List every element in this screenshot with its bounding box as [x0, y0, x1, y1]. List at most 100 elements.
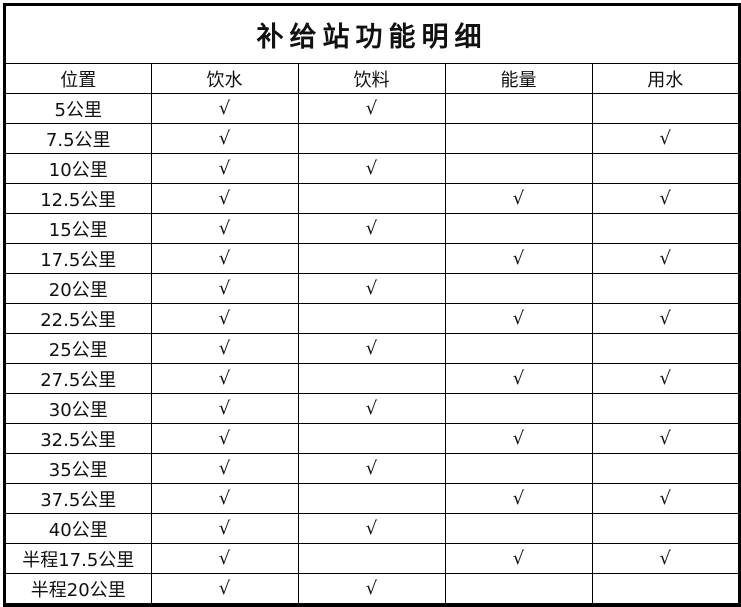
table-row: 15公里 √ √: [6, 213, 739, 244]
cell-beverage: [297, 243, 446, 274]
header-row: 位置 饮水 饮料 能量 用水: [6, 63, 739, 94]
cell-location: 35公里: [6, 453, 152, 484]
cell-drinking-water: √: [150, 513, 299, 544]
table-row: 12.5公里 √ √ √: [6, 183, 739, 214]
table-row: 32.5公里 √ √ √: [6, 423, 739, 454]
cell-location: 37.5公里: [6, 483, 152, 514]
cell-location: 12.5公里: [6, 183, 152, 214]
table-row: 22.5公里 √ √ √: [6, 303, 739, 334]
cell-water-use: [591, 393, 739, 424]
cell-drinking-water: √: [150, 153, 299, 184]
table-title: 补给站功能明细: [6, 6, 739, 64]
cell-water-use: [591, 153, 739, 184]
cell-water-use: √: [591, 123, 739, 154]
cell-location: 5公里: [6, 93, 152, 124]
cell-drinking-water: √: [150, 423, 299, 454]
cell-energy: [444, 273, 593, 304]
header-location: 位置: [6, 63, 152, 94]
cell-water-use: √: [591, 183, 739, 214]
cell-energy: √: [444, 423, 593, 454]
table-row: 40公里 √ √: [6, 513, 739, 544]
cell-location: 半程20公里: [6, 573, 152, 604]
cell-drinking-water: √: [150, 453, 299, 484]
table-row: 半程20公里 √ √: [6, 573, 739, 604]
title-row: 补给站功能明细: [6, 6, 739, 64]
cell-beverage: √: [297, 453, 446, 484]
cell-energy: √: [444, 483, 593, 514]
cell-energy: [444, 153, 593, 184]
table-row: 半程17.5公里 √ √ √: [6, 543, 739, 574]
cell-beverage: [297, 363, 446, 394]
cell-water-use: [591, 453, 739, 484]
cell-beverage: √: [297, 273, 446, 304]
cell-drinking-water: √: [150, 183, 299, 214]
cell-drinking-water: √: [150, 213, 299, 244]
cell-energy: √: [444, 243, 593, 274]
cell-water-use: √: [591, 243, 739, 274]
header-water-use: 用水: [591, 63, 739, 94]
cell-beverage: √: [297, 513, 446, 544]
header-drinking-water: 饮水: [150, 63, 299, 94]
cell-location: 40公里: [6, 513, 152, 544]
supply-station-table-frame: 补给站功能明细 位置 饮水 饮料 能量 用水 5公里 √ √ 7.5公里 √ √ 10公里 √…: [3, 3, 741, 607]
cell-water-use: √: [591, 483, 739, 514]
cell-location: 20公里: [6, 273, 152, 304]
table-row: 30公里 √ √: [6, 393, 739, 424]
cell-location: 27.5公里: [6, 363, 152, 394]
cell-drinking-water: √: [150, 393, 299, 424]
cell-location: 10公里: [6, 153, 152, 184]
cell-energy: [444, 93, 593, 124]
cell-location: 32.5公里: [6, 423, 152, 454]
cell-energy: [444, 393, 593, 424]
cell-location: 17.5公里: [6, 243, 152, 274]
cell-drinking-water: √: [150, 363, 299, 394]
table-row: 10公里 √ √: [6, 153, 739, 184]
table-row: 7.5公里 √ √: [6, 123, 739, 154]
cell-location: 15公里: [6, 213, 152, 244]
cell-location: 22.5公里: [6, 303, 152, 334]
cell-beverage: √: [297, 153, 446, 184]
cell-water-use: [591, 213, 739, 244]
cell-drinking-water: √: [150, 303, 299, 334]
cell-water-use: √: [591, 423, 739, 454]
cell-drinking-water: √: [150, 483, 299, 514]
cell-drinking-water: √: [150, 93, 299, 124]
cell-beverage: √: [297, 393, 446, 424]
cell-location: 30公里: [6, 393, 152, 424]
supply-station-table: 补给站功能明细 位置 饮水 饮料 能量 用水 5公里 √ √ 7.5公里 √ √ 10公里 √…: [6, 6, 739, 604]
table-row: 5公里 √ √: [6, 93, 739, 124]
cell-beverage: [297, 123, 446, 154]
cell-beverage: √: [297, 333, 446, 364]
cell-water-use: [591, 93, 739, 124]
cell-location: 半程17.5公里: [6, 543, 152, 574]
cell-energy: [444, 573, 593, 604]
cell-beverage: √: [297, 93, 446, 124]
cell-drinking-water: √: [150, 273, 299, 304]
cell-energy: √: [444, 363, 593, 394]
cell-beverage: √: [297, 573, 446, 604]
cell-energy: [444, 333, 593, 364]
cell-beverage: [297, 543, 446, 574]
table-row: 27.5公里 √ √ √: [6, 363, 739, 394]
cell-drinking-water: √: [150, 573, 299, 604]
header-energy: 能量: [444, 63, 593, 94]
cell-location: 25公里: [6, 333, 152, 364]
cell-drinking-water: √: [150, 243, 299, 274]
cell-water-use: [591, 573, 739, 604]
cell-beverage: [297, 303, 446, 334]
cell-beverage: [297, 183, 446, 214]
cell-beverage: √: [297, 213, 446, 244]
cell-water-use: [591, 273, 739, 304]
cell-beverage: [297, 423, 446, 454]
cell-energy: [444, 213, 593, 244]
cell-water-use: √: [591, 303, 739, 334]
cell-water-use: √: [591, 363, 739, 394]
cell-energy: [444, 123, 593, 154]
cell-energy: [444, 513, 593, 544]
table-row: 35公里 √ √: [6, 453, 739, 484]
cell-drinking-water: √: [150, 123, 299, 154]
table-row: 25公里 √ √: [6, 333, 739, 364]
table-row: 17.5公里 √ √ √: [6, 243, 739, 274]
cell-water-use: √: [591, 543, 739, 574]
cell-water-use: [591, 513, 739, 544]
